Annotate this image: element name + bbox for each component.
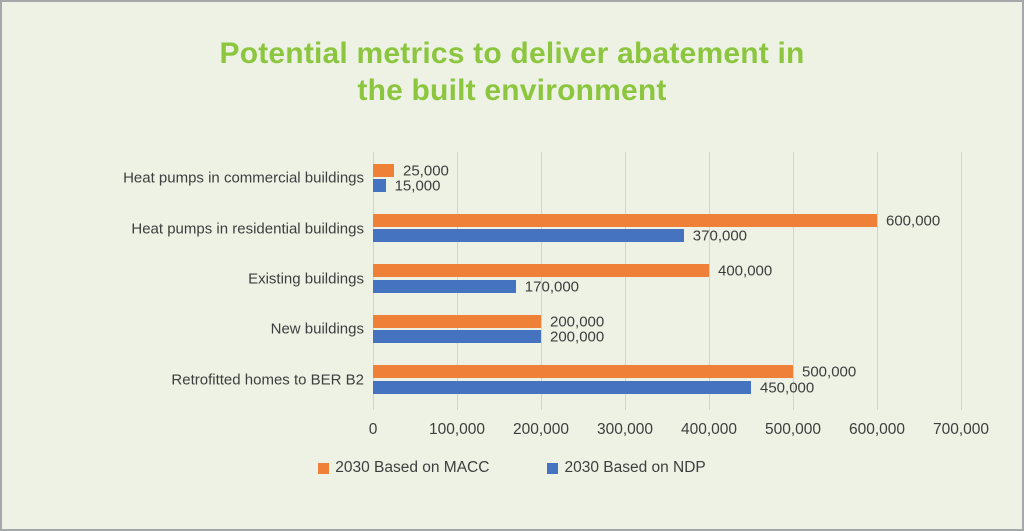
gridline	[457, 152, 458, 404]
chart-title-line1: Potential metrics to deliver abatement i…	[219, 37, 805, 70]
category-label: Heat pumps in commercial buildings	[123, 169, 364, 187]
legend: 2030 Based on MACC 2030 Based on NDP	[2, 459, 1022, 477]
x-tick-label: 300,000	[596, 421, 654, 438]
value-label: 200,000	[550, 328, 605, 346]
value-label: 500,000	[802, 363, 857, 381]
chart-title: Potential metrics to deliver abatement i…	[2, 35, 1022, 109]
legend-item-ndp: 2030 Based on NDP	[547, 459, 706, 477]
value-label: 25,000	[403, 162, 449, 179]
legend-item-macc: 2030 Based on MACC	[318, 459, 489, 477]
x-tick-label: 500,000	[764, 421, 822, 438]
bar-macc	[373, 365, 793, 379]
bar-macc	[373, 213, 877, 227]
x-axis-tick	[625, 404, 626, 410]
category-label: New buildings	[270, 320, 364, 338]
bar-ndp	[373, 179, 386, 192]
value-label: 400,000	[718, 262, 773, 280]
gridline	[373, 152, 374, 404]
x-tick-label: 600,000	[848, 421, 906, 438]
gridline	[625, 152, 626, 404]
legend-swatch-icon	[318, 462, 330, 474]
value-label: 170,000	[524, 278, 580, 296]
x-axis-tick	[793, 404, 794, 410]
value-label: 370,000	[692, 227, 748, 245]
legend-label: 2030 Based on MACC	[335, 459, 490, 476]
value-label: 600,000	[886, 212, 941, 230]
x-tick-label: 700,000	[932, 421, 990, 438]
value-label: 200,000	[550, 313, 605, 331]
gridline	[877, 152, 878, 404]
category-label: Existing buildings	[248, 270, 364, 288]
gridline	[961, 152, 962, 404]
bar-ndp	[373, 380, 751, 394]
bar-ndp	[373, 229, 684, 243]
gridline	[793, 152, 794, 404]
x-axis-tick	[961, 404, 962, 410]
gridline	[709, 152, 710, 404]
bar-ndp	[373, 279, 516, 293]
x-axis-tick	[457, 404, 458, 410]
category-label: Retrofitted homes to BER B2	[171, 371, 364, 389]
x-tick-label: 0	[368, 421, 378, 438]
gridline	[541, 152, 542, 404]
value-label: 15,000	[394, 177, 441, 195]
legend-swatch-icon	[547, 462, 559, 474]
value-label: 450,000	[760, 379, 815, 397]
x-axis-tick	[541, 404, 542, 410]
legend-label: 2030 Based on NDP	[564, 459, 706, 476]
x-tick-label: 200,000	[512, 421, 570, 438]
x-tick-label: 400,000	[680, 421, 738, 438]
x-axis-tick	[373, 404, 374, 410]
bar-macc	[373, 264, 709, 278]
x-axis-tick	[877, 404, 878, 410]
category-label: Heat pumps in residential buildings	[131, 220, 364, 238]
bar-ndp	[373, 330, 541, 344]
bar-macc	[373, 163, 394, 177]
bar-macc	[373, 314, 541, 328]
x-tick-label: 100,000	[428, 421, 486, 438]
x-axis-tick	[709, 404, 710, 410]
chart-title-line2: the built environment	[357, 74, 667, 107]
plot-area: 25,000 15,000 600,000 370,000 400,000 170,000…	[373, 152, 962, 404]
